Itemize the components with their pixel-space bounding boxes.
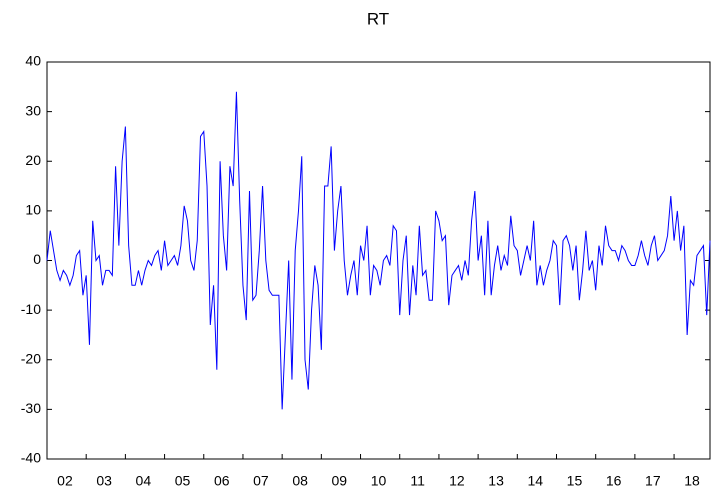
- x-tick-label: 12: [449, 473, 465, 489]
- y-tick-label: -10: [21, 301, 41, 317]
- y-tick-label: -30: [21, 400, 41, 416]
- x-tick-label: 09: [332, 473, 348, 489]
- y-tick-label: 10: [25, 202, 41, 218]
- x-tick-label: 02: [57, 473, 73, 489]
- x-tick-label: 16: [606, 473, 622, 489]
- x-tick-label: 05: [175, 473, 191, 489]
- chart-title: RT: [367, 9, 389, 28]
- x-tick-label: 03: [96, 473, 112, 489]
- y-tick-label: 20: [25, 152, 41, 168]
- x-tick-label: 15: [567, 473, 583, 489]
- data-line: [46, 91, 711, 410]
- y-tick-label: -40: [21, 450, 41, 466]
- x-tick-label: 17: [645, 473, 661, 489]
- x-tick-label: 04: [136, 473, 152, 489]
- x-tick-label: 11: [410, 473, 425, 489]
- x-tick-label: 07: [253, 473, 269, 489]
- x-tick-label: 06: [214, 473, 230, 489]
- y-tick-label: 40: [25, 53, 41, 69]
- y-tick-label: -20: [21, 350, 41, 366]
- x-tick-label: 10: [371, 473, 387, 489]
- x-tick-label: 14: [527, 473, 543, 489]
- y-tick-label: 0: [33, 251, 41, 267]
- x-tick-label: 18: [684, 473, 700, 489]
- x-tick-label: 13: [488, 473, 504, 489]
- y-tick-label: 30: [25, 102, 41, 118]
- x-tick-label: 08: [292, 473, 308, 489]
